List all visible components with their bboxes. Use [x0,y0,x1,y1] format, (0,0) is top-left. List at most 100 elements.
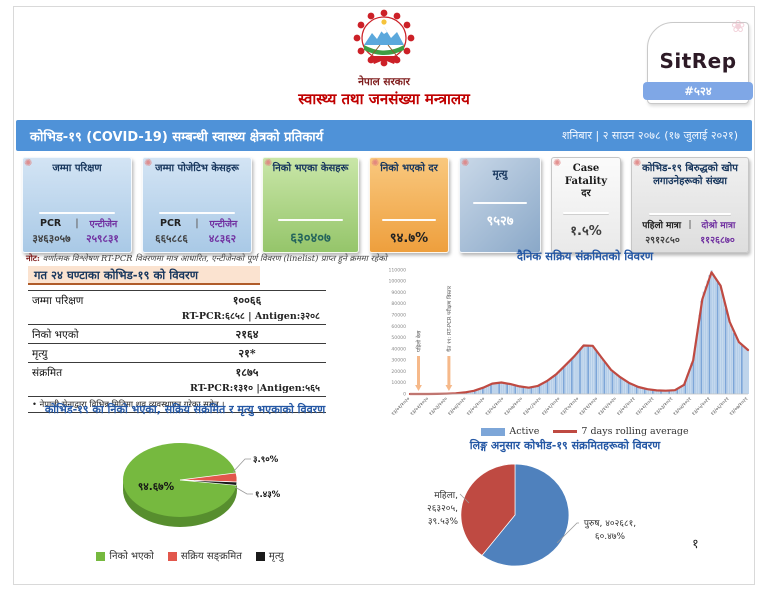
svg-text:80000: 80000 [391,301,406,307]
card-value-right: ११२६८७० [700,235,735,246]
card-sub-left: PCR [40,218,62,229]
virus-icon: ✺ [461,158,470,169]
ministry-name: स्वास्थ्य तथा जनसंख्या मन्त्रालय [298,90,470,108]
card-value-left: ३४६३०५७ [32,233,71,245]
svg-text:१३/०५/२०२०: १३/०५/२०२० [466,396,487,417]
table-row: जम्मा परिक्षण १००६६ [28,290,326,309]
card-sub-left: PCR [160,218,182,229]
svg-text:60000: 60000 [391,324,406,330]
virus-icon: ✺ [264,158,273,169]
status-pie-legend: निको भएको सक्रिय सङ्क्रमित मृत्यु [30,548,350,562]
gender-pie-chart: पुरुष, ४०२६८१, ६०.४७% महिला, २६३२०५, ३९.५३% [427,463,636,567]
card-divider [563,211,609,214]
sitrep-number-badge: #५२४ [643,82,753,100]
stat-card-vaccination: ✺ कोभिड-१९ बिरुद्धको खोप लगाउनेहरूको संख… [631,157,749,253]
note-text: वर्णात्मक विश्लेषण RT-PCR विवरणमा मात्र … [42,253,387,263]
svg-text:30000: 30000 [391,358,406,364]
card-value-right: ४८३६२ [208,233,237,245]
report-title-bar: कोभिड-१९ (COVID-19) सम्बन्धी स्वास्थ्य क… [16,120,752,151]
stat-card-total-positive: ✺ जम्मा पोजेटिभ केसहरू PCR | एन्टीजेन ६६५८… [142,157,252,253]
note-line: नोट: वर्णात्मक विश्लेषण RT-PCR विवरणमा म… [26,253,446,264]
stat-card-case-fatality: ✺ Case Fatality दर १.५% [551,157,621,253]
svg-text:३.९०%: ३.९०% [253,455,279,465]
legend-item: 7 days rolling average [553,426,689,437]
svg-text:50000: 50000 [391,335,406,341]
svg-text:१३/०७/२०२१: १३/०७/२०२१ [728,396,749,417]
card-divider [382,219,436,221]
divider-bar: | [195,218,199,229]
daily-active-chart: 0 10000 20000 30000 40000 50000 60000 70000 8000… [388,267,749,417]
daily-table-header: गत २४ घण्टाका कोभिड-१९ को विवरण [28,266,260,285]
row-breakdown: RT-PCR:६८५८ | Antigen:३२०८ [181,311,320,322]
gender-pie-title: लिङ्ग अनुसार कोभीड-१९ संक्रमितहरूको विवर… [469,439,661,452]
stat-card-recovery-rate: ✺ निको भएको दर ९४.७% [369,157,449,253]
row-value: २१* [238,346,256,360]
svg-text:१३/०१/२०२०: १३/०१/२०२० [390,396,411,417]
divider-bar: | [688,219,692,230]
svg-text:10000: 10000 [391,380,406,386]
card-value: ६३०४०७ [290,231,331,246]
virus-icon: ✺ [553,158,562,169]
card-value-left: २९१२८५० [645,235,680,246]
row-value: १८७५ [235,365,259,379]
svg-text:१३/१२/२०२०: १३/१२/२०२० [597,396,618,417]
card-title: जम्मा पोजेटिभ केसहरू [155,163,239,174]
svg-text:पहिलो केस: पहिलो केस [416,330,423,352]
report-date: शनिबार | २ साउन २०७८ (१७ जुलाई २०२१) [561,129,738,142]
card-value-left: ६६५८८६ [155,233,188,245]
page-frame [13,6,755,585]
stat-card-total-tests: ✺ जम्मा परिक्षण PCR | एन्टीजेन ३४६३०५७ २५९८… [22,157,132,253]
card-value-right: २५९८३१ [86,233,119,245]
note-label: नोट: [26,253,40,263]
card-sub-right: एन्टीजेन [209,219,238,230]
legend-item: सक्रिय सङ्क्रमित [167,548,242,562]
legend-item: Active [481,426,539,437]
card-title: निको भएका केसहरू [272,163,349,174]
report-title: कोभिड-१९ (COVID-19) सम्बन्धी स्वास्थ्य क… [30,129,324,145]
stat-card-deaths: ✺ मृत्यु ९५२७ [459,157,541,253]
svg-text:१३/०९/२०२०: १३/०९/२०२० [541,396,562,417]
row-label: जम्मा परिक्षण [32,294,84,307]
card-sub-left: पहिलो मात्रा [642,221,682,231]
svg-text:१३/०६/२०२१: १३/०६/२०२१ [710,396,731,417]
svg-text:100000: 100000 [388,279,406,285]
svg-text:९४.६७%: ९४.६७% [138,481,175,493]
card-title: कोभिड-१९ बिरुद्धको खोप लगाउनेहरूको संख्य… [642,163,738,187]
svg-text:१३/०४/२०२१: १३/०४/२०२१ [672,396,693,417]
card-divider [277,219,344,221]
svg-text:१३/०१/२०२१: १३/०१/२०२१ [616,396,637,417]
virus-icon: ✺ [371,158,380,169]
row-value: २१६४ [235,327,259,341]
daily-table: जम्मा परिक्षण १००६६ RT-PCR:६८५८ | Antige… [28,290,326,413]
svg-text:१३/०३/२०२०: १३/०३/२०२० [428,396,449,417]
table-row: मृत्यु २१* [28,343,326,362]
card-title-2: दर [581,188,591,199]
svg-text:२६३२०५,: २६३२०५, [427,504,458,514]
government-name: नेपाल सरकार [358,76,410,88]
sitrep-label: SitRep [659,49,737,73]
page-number: १ [692,537,699,552]
table-footnote: • नेपाली सेनाद्वारा विभिन्न मितिमा शव व्… [28,396,326,412]
stat-card-recovered: ✺ निको भएका केसहरू ६३०४०७ [262,157,359,253]
card-divider [472,202,528,205]
table-row: निको भएको २१६४ [28,324,326,343]
card-sub-right: दोश्रो मात्रा [701,221,736,231]
sitrep-badge: SitRep #५२४ [643,22,753,104]
divider-bar: | [75,218,79,229]
card-value: १.५% [570,223,602,239]
virus-icon: ✺ [24,158,33,169]
svg-text:0: 0 [403,391,406,397]
status-pie-chart: ९४.६७% ३.९०% १.४३% [123,443,281,527]
card-divider [159,212,235,214]
svg-text:१३/०७/२०२०: १३/०७/२०२० [503,396,524,417]
legend-item: निको भएको [96,548,154,562]
svg-text:१३/०२/२०२०: १३/०२/२०२० [409,396,430,417]
virus-icon: ✺ [144,158,153,169]
svg-text:चैत ११: RT-PCR परीक्षण विस्तार: चैत ११: RT-PCR परीक्षण विस्तार [446,285,453,352]
row-breakdown: RT-PCR:१३१० |Antigen:५६५ [190,383,320,394]
flower-decoration-icon: ❀ [731,17,746,37]
nepal-government-emblem [353,9,415,67]
card-title: जम्मा परिक्षण [52,163,102,174]
svg-text:३९.५३%: ३९.५३% [428,517,459,527]
